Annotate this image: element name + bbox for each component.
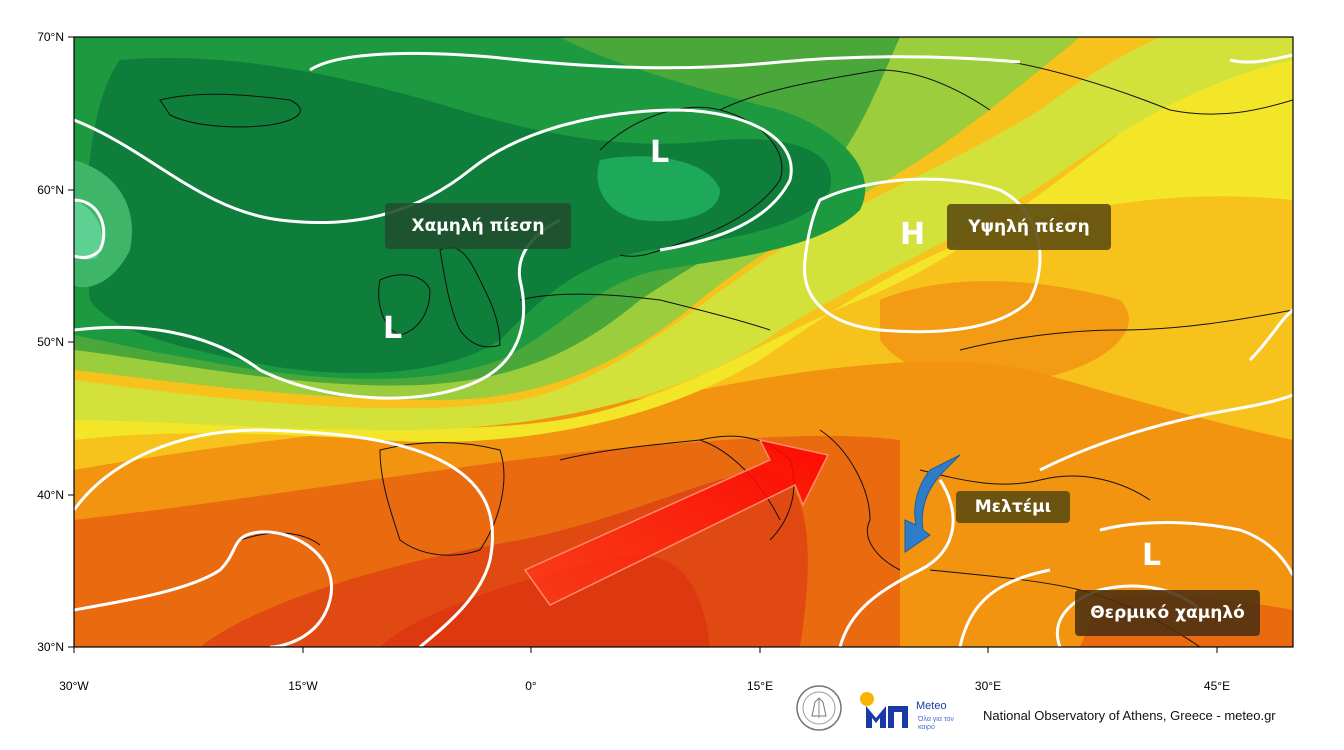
- low-pressure-marker: L: [650, 135, 670, 170]
- warm-advection-arrow: [523, 438, 830, 606]
- lat-axis: [68, 36, 74, 648]
- low-pressure-label: Χαμηλή πίεση: [385, 203, 571, 249]
- lon-tick-label: 30°W: [59, 679, 89, 693]
- field-shading: [74, 37, 1293, 647]
- meltemi-arrow: [904, 454, 961, 553]
- thermal-low-label: Θερμικό χαμηλό: [1075, 590, 1260, 636]
- isobars: [74, 51, 1293, 647]
- meteo-logo-tagline: Όλα για τον καιρό: [918, 716, 954, 731]
- meltemi-label: Μελτέμι: [956, 491, 1070, 523]
- high-pressure-label: Υψηλή πίεση: [947, 204, 1111, 250]
- lon-tick-label: 0°: [525, 679, 537, 693]
- meteo-logo-icon: [860, 692, 908, 728]
- lon-tick-label: 15°W: [288, 679, 318, 693]
- lat-tick-label: 40°N: [37, 488, 64, 502]
- lat-tick-label: 50°N: [37, 335, 64, 349]
- coastlines: [159, 59, 1293, 647]
- observatory-seal-icon: [796, 685, 842, 731]
- credit-text: National Observatory of Athens, Greece -…: [983, 708, 1276, 723]
- low-pressure-marker: L: [383, 311, 403, 346]
- lat-tick-label: 60°N: [37, 183, 64, 197]
- lon-tick-label: 45°E: [1204, 679, 1230, 693]
- lat-tick-label: 70°N: [37, 30, 64, 44]
- lat-tick-label: 30°N: [37, 640, 64, 654]
- lon-tick-label: 30°E: [975, 679, 1001, 693]
- thermal-low-marker: L: [1142, 538, 1162, 573]
- lon-tick-label: 15°E: [747, 679, 773, 693]
- high-pressure-marker: H: [900, 217, 926, 252]
- meteo-logo-name: Meteo: [916, 700, 947, 712]
- lon-axis: [73, 647, 1218, 653]
